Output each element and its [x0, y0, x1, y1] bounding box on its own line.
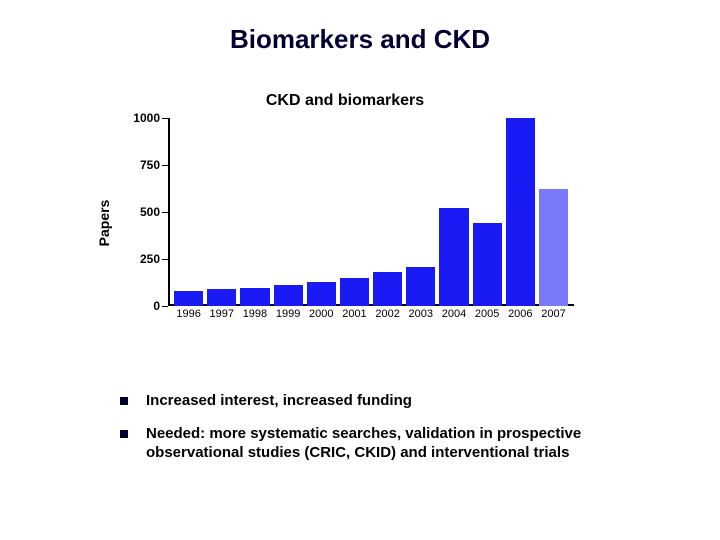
bullet-text: Increased interest, increased funding: [146, 392, 412, 411]
chart-bars: [168, 118, 574, 306]
chart-xtick-label: 2007: [539, 308, 568, 328]
chart-xtick-label: 1999: [274, 308, 303, 328]
chart-area: Papers 02505007501000 199619971998199920…: [110, 118, 580, 328]
chart-bar: [406, 267, 435, 306]
chart-bar: [307, 282, 336, 306]
chart-xtick-label: 2002: [373, 308, 402, 328]
chart-plot: [168, 118, 574, 306]
bullet-text: Needed: more systematic searches, valida…: [146, 425, 660, 463]
chart-xtick-label: 1998: [240, 308, 269, 328]
chart-ytick-label: 750: [110, 158, 160, 172]
chart-xtick-label: 2006: [506, 308, 535, 328]
chart-ytick-label: 1000: [110, 111, 160, 125]
chart-xtick-label: 2000: [307, 308, 336, 328]
chart-xtick-label: 2004: [439, 308, 468, 328]
chart-ytick-label: 0: [110, 299, 160, 313]
chart-bar: [207, 289, 236, 306]
chart-xtick-label: 2003: [406, 308, 435, 328]
chart-xtick-label: 2001: [340, 308, 369, 328]
bullet-marker-icon: [120, 397, 128, 405]
bullet-marker-icon: [120, 430, 128, 438]
chart-xtick-label: 2005: [473, 308, 502, 328]
chart-xtick-label: 1997: [207, 308, 236, 328]
slide: Biomarkers and CKD CKD and biomarkers Pa…: [0, 0, 720, 540]
chart-bar: [340, 278, 369, 306]
chart-bar: [174, 291, 203, 306]
chart-bar: [439, 208, 468, 306]
bullet-list: Increased interest, increased funding Ne…: [120, 392, 660, 476]
bullet-item: Increased interest, increased funding: [120, 392, 660, 411]
chart-ytick-mark: [162, 306, 168, 307]
chart-ytick-label: 500: [110, 205, 160, 219]
chart-bar: [373, 272, 402, 306]
chart-title: CKD and biomarkers: [110, 92, 580, 110]
chart-bar: [539, 189, 568, 306]
slide-title: Biomarkers and CKD: [0, 24, 720, 55]
chart-xtick-label: 1996: [174, 308, 203, 328]
chart-bar: [240, 288, 269, 306]
chart-ytick-label: 250: [110, 252, 160, 266]
chart-xticks: 1996199719981999200020012002200320042005…: [168, 308, 574, 328]
chart: CKD and biomarkers Papers 02505007501000…: [110, 92, 580, 352]
bullet-item: Needed: more systematic searches, valida…: [120, 425, 660, 463]
chart-bar: [274, 285, 303, 306]
chart-bar: [506, 118, 535, 306]
chart-bar: [473, 223, 502, 306]
